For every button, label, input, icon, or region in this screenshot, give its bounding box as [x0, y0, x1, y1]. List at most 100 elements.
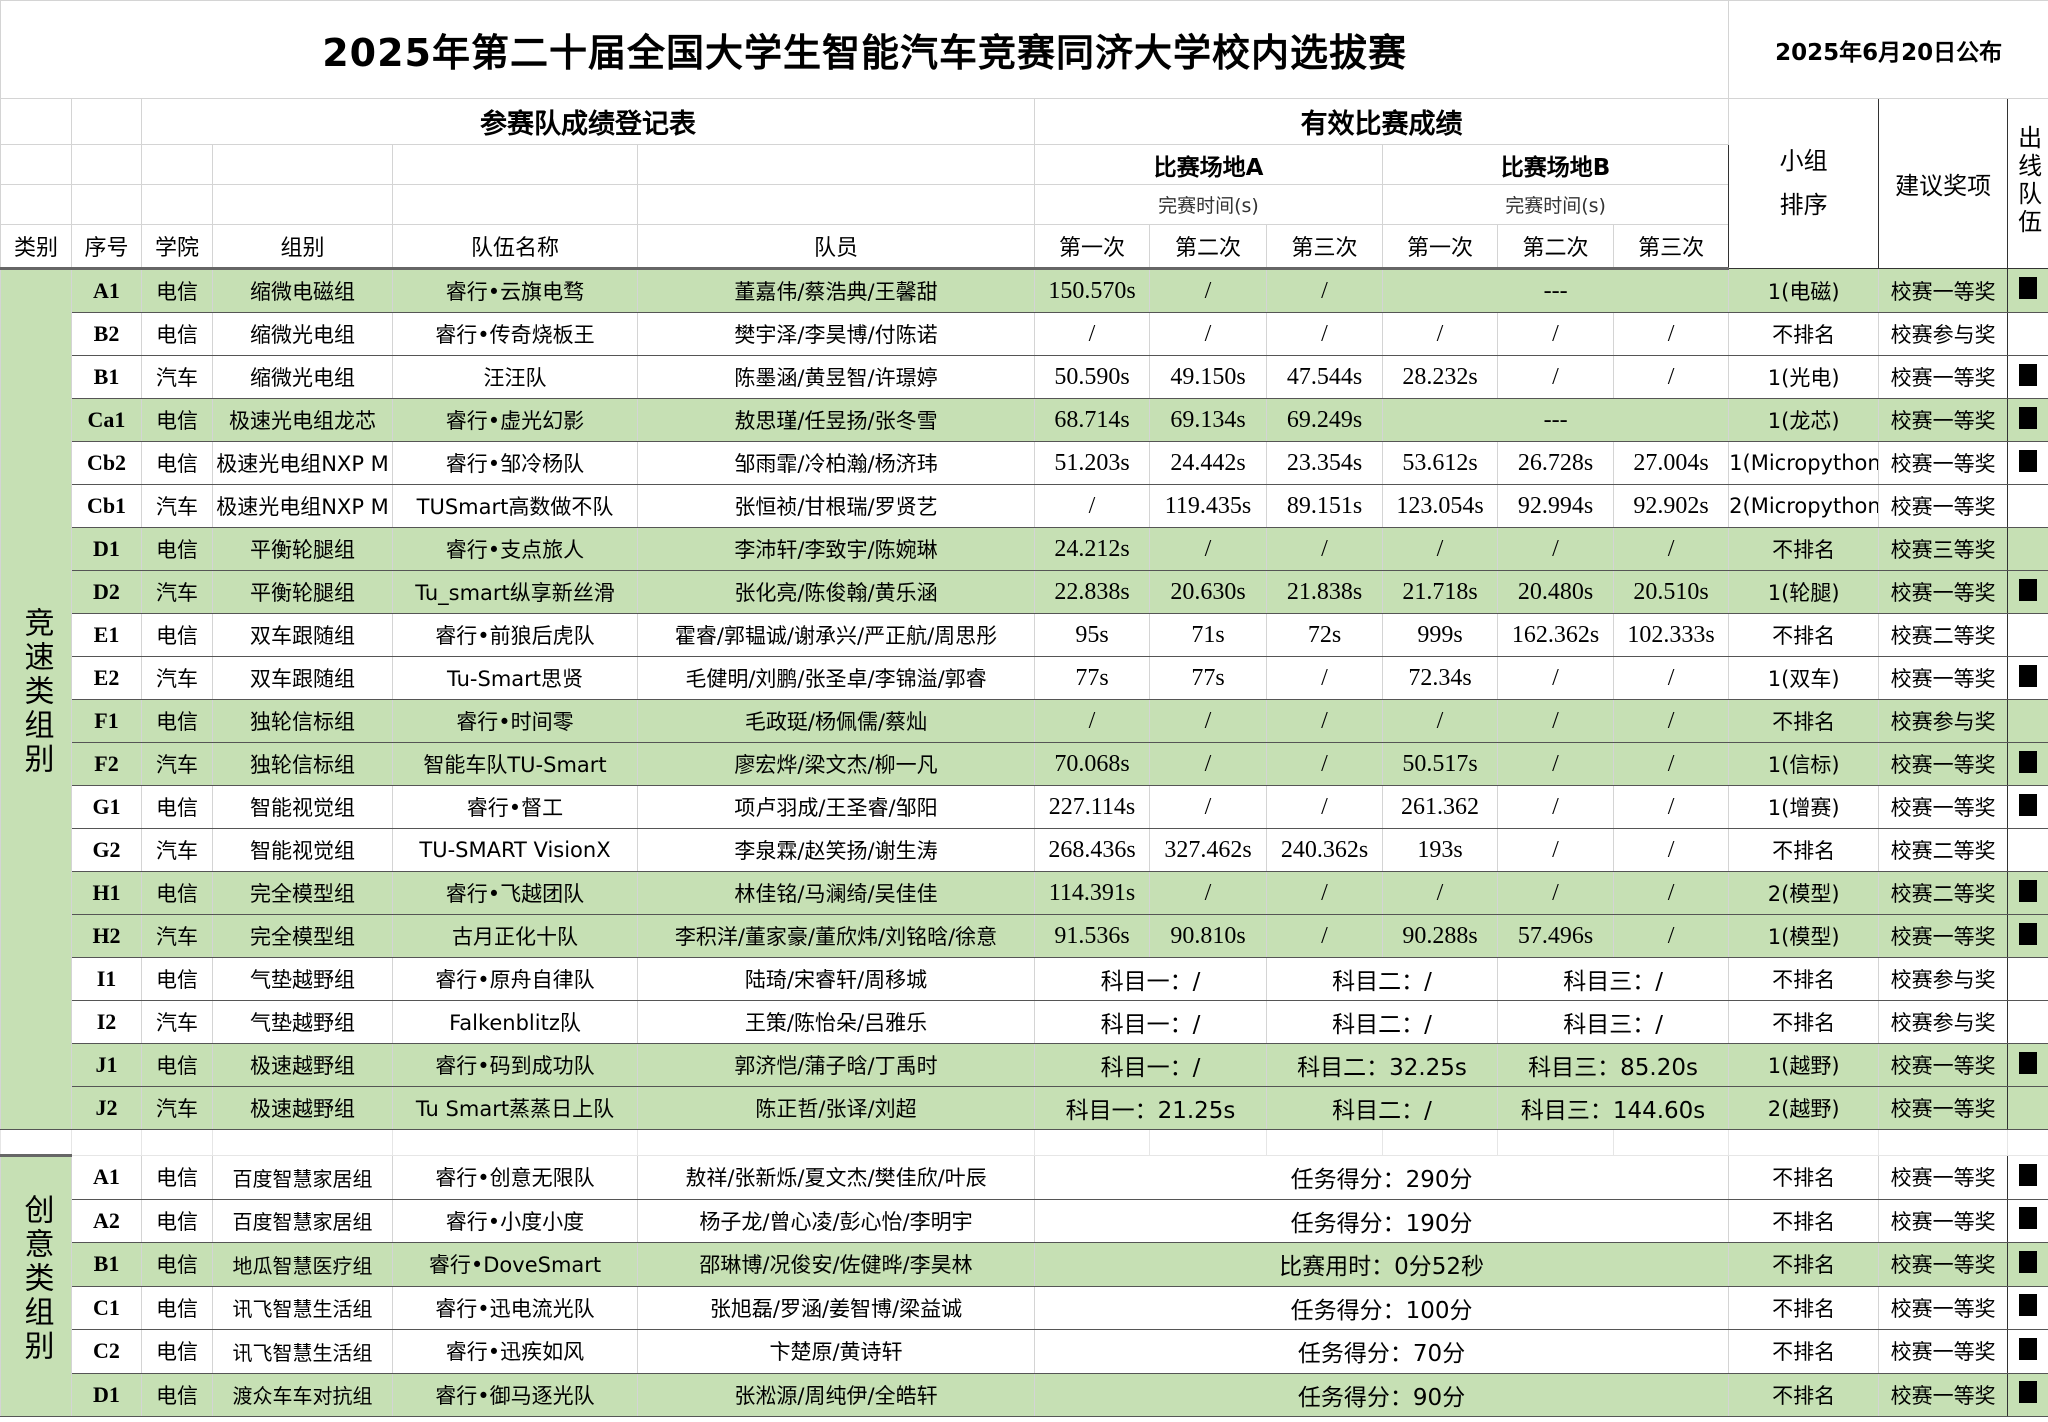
- row-seq: Ca1: [71, 398, 142, 442]
- qualified-cell: [2007, 441, 2048, 485]
- result-cell: 科目三：/: [1496, 957, 1730, 1001]
- qualified-cell: [2007, 871, 2048, 915]
- empty-cell: [392, 144, 638, 185]
- row-members: 陆琦/宋睿轩/周移城: [637, 957, 1035, 1001]
- row-college: 汽车: [141, 742, 213, 786]
- row-members: 邹雨霏/冷柏瀚/杨济玮: [637, 441, 1035, 485]
- row-college: 汽车: [141, 484, 213, 528]
- row-college: 电信: [141, 1285, 213, 1330]
- row-group: 气垫越野组: [212, 957, 393, 1001]
- result-cell: 77s: [1034, 656, 1150, 700]
- row-team: Tu Smart蒸蒸日上队: [392, 1086, 638, 1130]
- column-header-b-run1: 第一次: [1382, 224, 1498, 270]
- row-award: 校赛一等奖: [1878, 914, 2009, 958]
- row-team: 睿行•创意无限队: [392, 1155, 638, 1200]
- row-team: 睿行•迅疾如风: [392, 1329, 638, 1374]
- speed-category-label: 竞速类组别: [18, 606, 54, 777]
- column-header-b-run3: 第三次: [1612, 224, 1730, 270]
- row-members: 陈墨涵/黄昱智/许璟婷: [637, 355, 1035, 399]
- result-cell: 47.544s: [1266, 355, 1383, 399]
- result-cell: 95s: [1034, 613, 1150, 657]
- qualified-cell: [2007, 914, 2048, 958]
- row-college: 电信: [141, 957, 213, 1001]
- empty-cell: [1149, 1129, 1267, 1156]
- result-cell: /: [1266, 527, 1383, 571]
- result-cell: /: [1382, 527, 1498, 571]
- result-cell: 71s: [1149, 613, 1267, 657]
- row-group: 智能视觉组: [212, 785, 393, 829]
- speed-table-row: 竞速类组别 A1 电信 缩微电磁组 睿行•云旗电骛 董嘉伟/蔡浩典/王馨甜 150.570s…: [0, 267, 2048, 1130]
- row-members: 李积洋/董家豪/董欣炜/刘铭晗/徐意: [637, 914, 1035, 958]
- row-members: 林佳铭/马澜绮/吴佳佳: [637, 871, 1035, 915]
- qualified-header: 出线队伍: [2013, 124, 2042, 237]
- row-seq: Cb1: [71, 484, 142, 528]
- row-award: 校赛一等奖: [1878, 742, 2009, 786]
- speed-table-row: F2 汽车 独轮信标组 智能车队TU-Smart 廖宏烨/梁文杰/柳一凡 70.068s /…: [1, 742, 2048, 786]
- empty-cell: [71, 144, 142, 185]
- row-seq: D1: [71, 1372, 142, 1417]
- row-college: 电信: [141, 871, 213, 915]
- qualified-cell: [2007, 1086, 2048, 1130]
- speed-table-row: H2 汽车 完全模型组 古月正化十队 李积洋/董家豪/董欣炜/刘铭晗/徐意 91.536s…: [1, 914, 2048, 958]
- empty-cell: [392, 184, 638, 225]
- row-college: 汽车: [141, 570, 213, 614]
- row-group-rank: 不排名: [1728, 527, 1880, 571]
- row-college: 汽车: [141, 914, 213, 958]
- qualified-mark-icon: [2019, 1381, 2038, 1404]
- result-cell: /: [1497, 871, 1614, 915]
- qualified-cell: [2007, 656, 2048, 700]
- result-cell: /: [1497, 742, 1614, 786]
- row-college: 电信: [141, 1372, 213, 1417]
- result-cell: 21.718s: [1382, 570, 1498, 614]
- row-members: 董嘉伟/蔡浩典/王馨甜: [637, 268, 1035, 313]
- qualified-mark-icon: [2019, 1163, 2038, 1186]
- qualified-cell: [2007, 312, 2048, 356]
- result-cell: /: [1149, 785, 1267, 829]
- qualified-mark-icon: [2019, 750, 2038, 773]
- row-award: 校赛一等奖: [1878, 1242, 2009, 1287]
- sheet-title: 2025年第二十届全国大学生智能汽车竞赛同济大学校内选拔赛: [0, 0, 1730, 99]
- row-group: 平衡轮腿组: [212, 527, 393, 571]
- row-seq: I1: [71, 957, 142, 1001]
- result-cell: /: [1149, 312, 1267, 356]
- row-group-rank: 不排名: [1728, 1372, 1880, 1417]
- row-group: 百度智慧家居组: [212, 1155, 393, 1200]
- result-cell: 任务得分：100分: [1033, 1285, 1730, 1330]
- row-award: 校赛一等奖: [1878, 1285, 2009, 1330]
- empty-cell: [141, 1129, 213, 1156]
- row-award: 校赛一等奖: [1878, 355, 2009, 399]
- result-cell: 比赛用时：0分52秒: [1033, 1242, 1730, 1287]
- result-cell: 科目二：/: [1266, 1086, 1498, 1130]
- row-seq: D1: [71, 527, 142, 571]
- result-cell: /: [1034, 484, 1150, 528]
- qualified-cell: [2007, 355, 2048, 399]
- speed-table-row: E1 电信 双车跟随组 睿行•前狼后虎队 霍睿/郭韫诚/谢承兴/严正航/周思彤 95s 71…: [1, 613, 2048, 657]
- result-cell: /: [1266, 656, 1383, 700]
- result-cell: 24.212s: [1034, 527, 1150, 571]
- row-award: 校赛参与奖: [1878, 957, 2009, 1001]
- row-members: 毛政珽/杨佩儒/蔡灿: [637, 699, 1035, 743]
- results-title: 有效比赛成绩: [1033, 98, 1730, 145]
- row-members: 李泉霖/赵笑扬/谢生涛: [637, 828, 1035, 872]
- qualified-header-cell: 出线队伍: [2007, 98, 2048, 269]
- creative-table-row: C2 电信 讯飞智慧生活组 睿行•迅疾如风 卞楚原/黄诗轩 任务得分：70分 不排名 校赛一等…: [1, 1329, 2048, 1374]
- creative-category-cell: 创意类组别: [0, 1154, 72, 1417]
- empty-cell: [71, 1129, 142, 1156]
- qualified-cell: [2007, 1372, 2048, 1417]
- creative-table-row: A2 电信 百度智慧家居组 睿行•小度小度 杨子龙/曾心凌/彭心怡/李明宇 任务得分：19…: [1, 1198, 2048, 1243]
- row-college: 电信: [141, 699, 213, 743]
- speed-table-row: B1 汽车 缩微光电组 汪汪队 陈墨涵/黄昱智/许璟婷 50.590s 49.150s 47.…: [1, 355, 2048, 399]
- qualified-cell: [2007, 1242, 2048, 1287]
- speed-table-row: Ca1 电信 极速光电组龙芯 睿行•虚光幻影 敖思瑾/任昱扬/张冬雪 68.714s 69.…: [1, 398, 2048, 442]
- row-seq: J2: [71, 1086, 142, 1130]
- empty-cell: [1266, 1129, 1383, 1156]
- result-cell: /: [1497, 312, 1614, 356]
- register-title: 参赛队成绩登记表: [141, 98, 1035, 145]
- result-cell: /: [1266, 268, 1383, 313]
- row-college: 汽车: [141, 355, 213, 399]
- empty-cell: [141, 184, 213, 225]
- row-team: 睿行•飞越团队: [392, 871, 638, 915]
- result-cell: /: [1612, 527, 1730, 571]
- row-college: 电信: [141, 312, 213, 356]
- row-group-rank: 不排名: [1728, 1155, 1880, 1200]
